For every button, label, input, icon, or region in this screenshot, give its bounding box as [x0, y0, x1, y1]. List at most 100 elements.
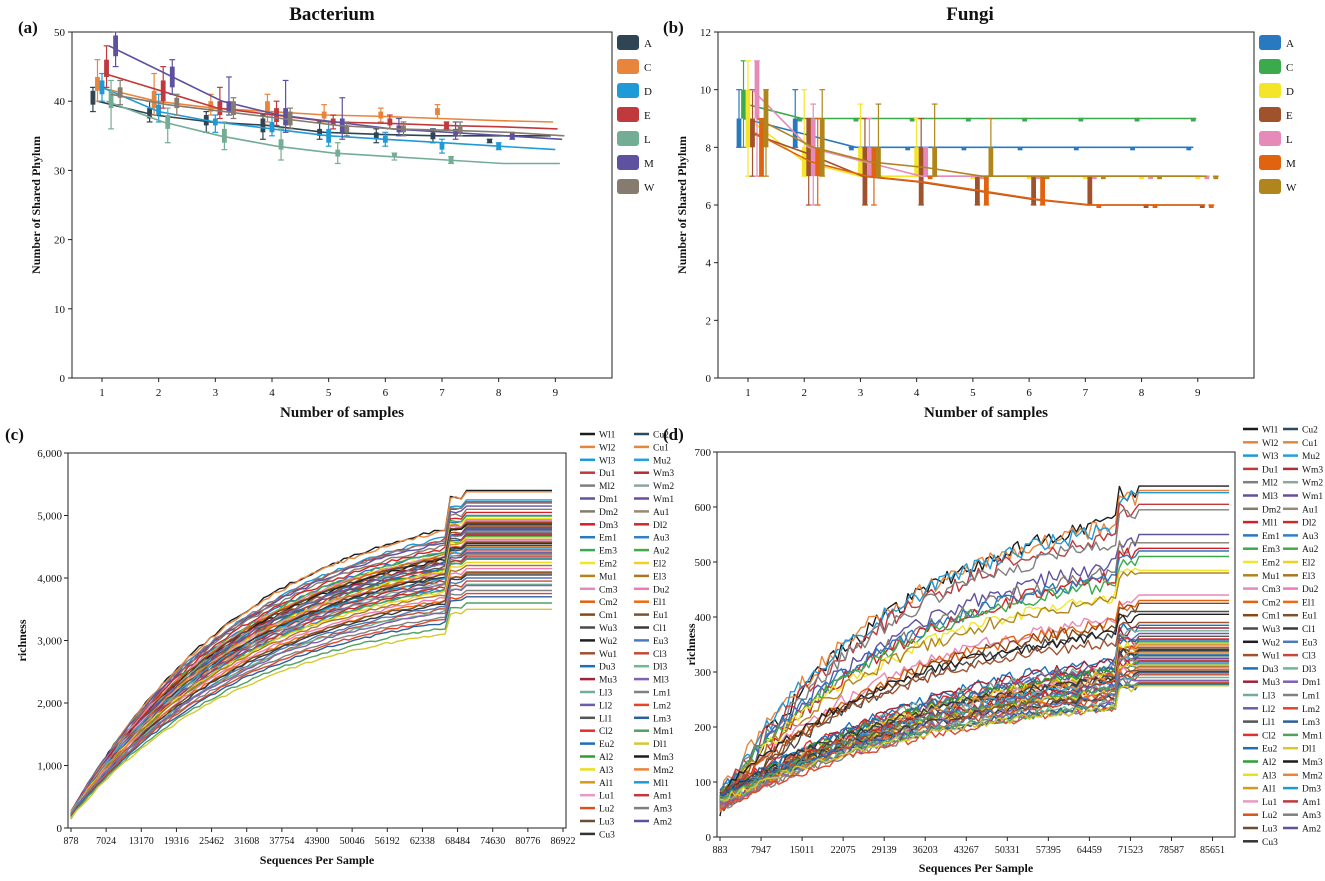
y-tick-label: 40 — [54, 96, 66, 108]
legend-label-Wl3: Wl3 — [599, 456, 616, 466]
x-tick-label: 22075 — [831, 845, 856, 856]
rarefaction-curve-18 — [70, 526, 552, 816]
rarefaction-curve-34 — [719, 651, 1230, 803]
legend-label-Cm3: Cm3 — [1262, 585, 1281, 595]
legend-label-Cu3: Cu3 — [599, 830, 615, 840]
legend-label-Ll2: Ll2 — [1262, 705, 1275, 715]
x-tick-label: 1 — [745, 387, 751, 399]
legend-label-Dm3: Dm3 — [599, 521, 618, 531]
legend-label-Em3: Em3 — [1262, 545, 1280, 555]
legend-label-Mm2: Mm2 — [1302, 771, 1323, 781]
box-L-4 — [278, 139, 284, 150]
box-M-1 — [759, 118, 764, 177]
legend-label-Mu2: Mu2 — [653, 456, 671, 466]
box-A-7 — [1073, 147, 1079, 151]
legend-swatch-A — [617, 35, 639, 50]
legend-label-Wl2: Wl2 — [1262, 439, 1279, 449]
rarefaction-curve-6 — [70, 505, 552, 814]
legend-label-Am1: Am1 — [653, 792, 672, 802]
box-E-1 — [104, 59, 109, 77]
legend-label-Lm2: Lm2 — [653, 701, 671, 711]
legend-label-Wm3: Wm3 — [653, 469, 674, 479]
y-tick-label: 12 — [700, 27, 711, 39]
legend-label-Du3: Du3 — [599, 663, 616, 673]
legend-swatch-C — [617, 59, 639, 74]
legend-label-C: C — [1286, 62, 1293, 74]
plot-frame — [71, 31, 613, 379]
legend-label-Al2: Al2 — [1262, 758, 1277, 768]
box-D-1 — [99, 80, 105, 95]
legend-label-Cl3: Cl3 — [1302, 652, 1316, 662]
series-W — [756, 89, 1219, 180]
legend-label-Eu1: Eu1 — [1302, 612, 1318, 622]
legend-swatch-A — [1259, 35, 1281, 50]
legend-label-Dm1: Dm1 — [1302, 678, 1321, 688]
x-tick-label: 78587 — [1159, 845, 1184, 856]
rarefaction-curve-9 — [70, 514, 552, 817]
box-D-6 — [1026, 176, 1032, 180]
x-tick-label: 57395 — [1036, 845, 1061, 856]
y-tick-label: 10 — [700, 85, 712, 97]
x-tick-label: 7 — [439, 387, 445, 399]
box-A-2 — [147, 108, 153, 119]
curves — [70, 489, 552, 820]
box-A-1 — [90, 90, 96, 105]
legend-swatch-L — [617, 131, 639, 146]
x-tick-label: 37754 — [269, 836, 294, 847]
box-E-8 — [1143, 205, 1149, 208]
box-D-8 — [1139, 176, 1144, 180]
legend-label-Ll3: Ll3 — [1262, 692, 1275, 702]
rarefaction-curve-2 — [719, 489, 1230, 803]
rarefaction-curve-54 — [719, 682, 1230, 810]
legend-label-Lu3: Lu3 — [599, 818, 615, 828]
rarefaction-curve-2 — [70, 491, 552, 816]
legend-label-Lu3: Lu3 — [1262, 825, 1278, 835]
box-W-1 — [763, 89, 769, 148]
legend-label-Du1: Du1 — [599, 469, 616, 479]
legend-swatch-D — [617, 83, 639, 98]
y-tick-label: 200 — [695, 722, 712, 734]
legend-label-Cl3: Cl3 — [653, 650, 667, 660]
y-tick-label: 600 — [695, 502, 712, 514]
box-E-6 — [1031, 176, 1036, 205]
box-L-9 — [1204, 176, 1210, 180]
box-L-8 — [1148, 176, 1153, 180]
box-W-4 — [287, 111, 293, 126]
legend-swatch-E — [617, 107, 639, 122]
box-M-2 — [815, 147, 821, 177]
panel-3: (d) Sequences Per Sample richness 0 100 200 30… — [663, 425, 1323, 875]
box-D-1 — [745, 89, 751, 148]
box-M-4 — [927, 176, 933, 180]
legend-label-Eu2: Eu2 — [1262, 745, 1278, 755]
legend-label-Wu2: Wu2 — [1262, 638, 1280, 648]
x-tick-label: 19316 — [164, 836, 189, 847]
legend-label-Am1: Am1 — [1302, 798, 1321, 808]
legend-label-Ll3: Ll3 — [599, 689, 612, 699]
box-D-4 — [914, 147, 920, 177]
legend-label-Cu2: Cu2 — [1302, 426, 1318, 436]
rarefaction-curve-51 — [70, 583, 552, 814]
rarefaction-curve-24 — [70, 533, 552, 816]
box-L-6 — [391, 153, 397, 157]
legend-label-Au2: Au2 — [653, 547, 670, 557]
legend-label-W: W — [1286, 182, 1297, 194]
box-L-1 — [754, 60, 760, 119]
box-D-5 — [326, 128, 332, 143]
legend-label-Mu1: Mu1 — [599, 572, 617, 582]
y-axis-label: richness — [15, 619, 29, 661]
box-L-5 — [979, 176, 985, 180]
box-E-9 — [1199, 205, 1205, 208]
x-tick-label: 4 — [269, 387, 275, 399]
rarefaction-curve-42 — [70, 558, 552, 818]
legend-label-Am2: Am2 — [653, 818, 672, 828]
x-tick-label: 43900 — [305, 836, 330, 847]
legend-label-Ll1: Ll1 — [1262, 718, 1275, 728]
box-D-8 — [496, 142, 502, 150]
x-axis-label: Number of samples — [924, 405, 1048, 421]
legend-label-Mm1: Mm1 — [653, 727, 674, 737]
box-L-2 — [165, 115, 171, 129]
x-tick-label: 62338 — [410, 836, 435, 847]
x-tick-label: 7024 — [96, 836, 116, 847]
trend-line-A — [97, 100, 551, 137]
legend-label-Lm3: Lm3 — [653, 714, 671, 724]
